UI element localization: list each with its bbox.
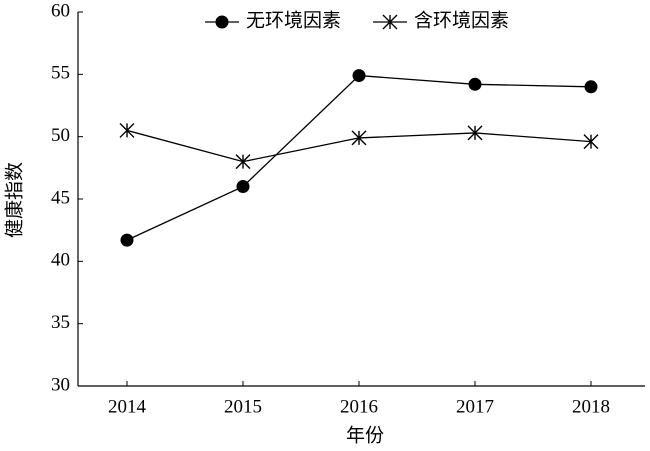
- point: [583, 134, 599, 150]
- y-tick-label: 45: [51, 187, 70, 208]
- x-tick-label: 2016: [340, 396, 378, 417]
- legend-marker: [215, 15, 229, 29]
- y-tick-label: 50: [51, 125, 70, 146]
- legend-marker: [382, 14, 398, 30]
- legend-label: 无环境因素: [246, 9, 341, 31]
- point: [352, 69, 366, 83]
- x-tick-label: 2014: [108, 396, 147, 417]
- point: [236, 180, 250, 194]
- y-axis-label: 健康指数: [3, 162, 25, 238]
- legend-label: 含环境因素: [414, 9, 509, 31]
- point: [351, 130, 367, 146]
- x-tick-label: 2018: [572, 396, 610, 417]
- point: [235, 154, 251, 170]
- y-tick-label: 40: [51, 250, 70, 271]
- x-tick-label: 2017: [456, 396, 494, 417]
- series-line: [126, 74, 592, 241]
- x-axis-label: 年份: [346, 424, 384, 446]
- point: [468, 77, 482, 91]
- y-tick-label: 60: [51, 0, 70, 21]
- point: [467, 125, 483, 141]
- point: [119, 122, 135, 138]
- y-tick-label: 55: [51, 63, 70, 84]
- point: [120, 233, 134, 247]
- y-tick-label: 30: [51, 374, 70, 395]
- y-tick-label: 35: [51, 312, 70, 333]
- point: [584, 80, 598, 94]
- x-tick-label: 2015: [224, 396, 262, 417]
